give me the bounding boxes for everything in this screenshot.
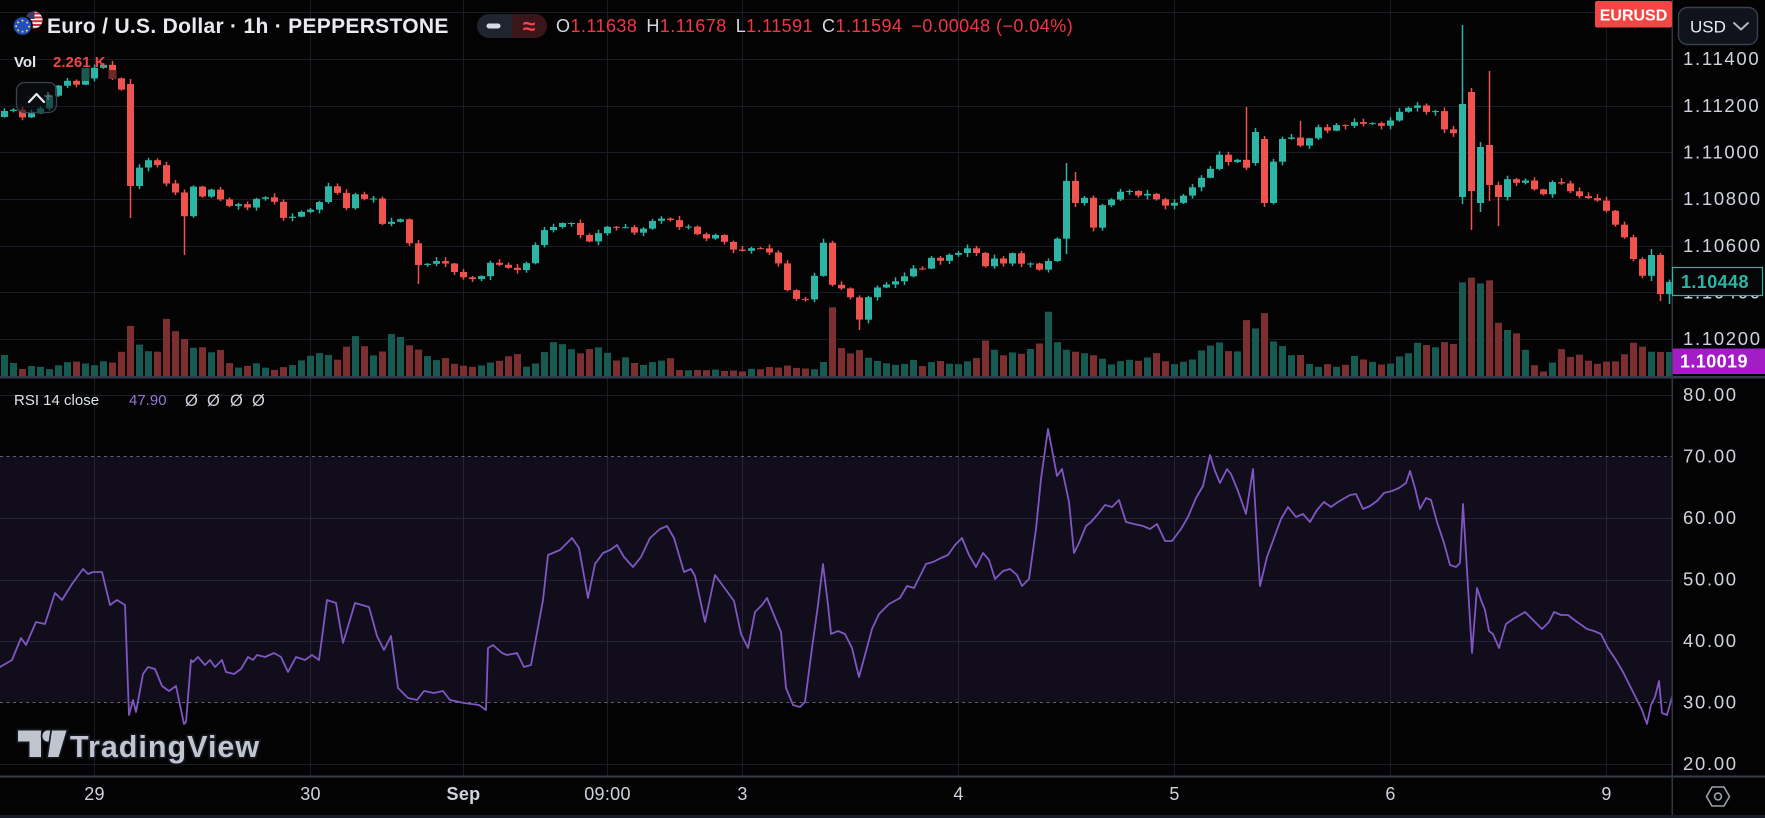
svg-text:1.10600: 1.10600 xyxy=(1683,235,1762,256)
svg-text:09:00: 09:00 xyxy=(584,784,631,804)
svg-text:1.10200: 1.10200 xyxy=(1683,328,1762,349)
svg-text:6: 6 xyxy=(1385,784,1395,804)
svg-text:≈: ≈ xyxy=(523,13,536,39)
svg-text:1.10800: 1.10800 xyxy=(1683,188,1762,209)
svg-text:80.00: 80.00 xyxy=(1683,384,1738,405)
svg-text:Sep: Sep xyxy=(447,784,481,804)
svg-text:USD: USD xyxy=(1690,18,1726,37)
svg-text:70.00: 70.00 xyxy=(1683,446,1738,467)
svg-text:1.11400: 1.11400 xyxy=(1683,48,1760,69)
svg-text:1.11200: 1.11200 xyxy=(1683,95,1760,116)
svg-text:1.10019: 1.10019 xyxy=(1680,352,1748,372)
svg-text:40.00: 40.00 xyxy=(1683,630,1738,651)
svg-text:3: 3 xyxy=(737,784,747,804)
svg-text:60.00: 60.00 xyxy=(1683,507,1738,528)
svg-text:Euro / U.S. Dollar · 1h · PEPP: Euro / U.S. Dollar · 1h · PEPPERSTONE xyxy=(47,15,449,38)
svg-text:5: 5 xyxy=(1169,784,1179,804)
svg-text:EURUSD: EURUSD xyxy=(1600,8,1668,25)
svg-text:Ø: Ø xyxy=(230,392,243,410)
svg-text:20.00: 20.00 xyxy=(1683,753,1738,774)
svg-text:9: 9 xyxy=(1601,784,1611,804)
svg-text:1.10448: 1.10448 xyxy=(1681,272,1749,292)
svg-text:Ø: Ø xyxy=(252,392,265,410)
svg-text:Ø: Ø xyxy=(207,392,220,410)
svg-text:2.261 K: 2.261 K xyxy=(53,54,106,71)
svg-text:47.90: 47.90 xyxy=(129,392,167,409)
svg-text:30: 30 xyxy=(300,784,321,804)
svg-text:RSI 14 close: RSI 14 close xyxy=(14,392,99,409)
svg-text:50.00: 50.00 xyxy=(1683,569,1738,590)
svg-text:Vol: Vol xyxy=(14,54,36,71)
svg-text:29: 29 xyxy=(84,784,105,804)
svg-text:Ø: Ø xyxy=(185,392,198,410)
svg-text:1.11000: 1.11000 xyxy=(1683,142,1760,163)
svg-text:30.00: 30.00 xyxy=(1683,692,1738,713)
svg-text:TradingView: TradingView xyxy=(70,730,260,764)
svg-text:4: 4 xyxy=(953,784,963,804)
